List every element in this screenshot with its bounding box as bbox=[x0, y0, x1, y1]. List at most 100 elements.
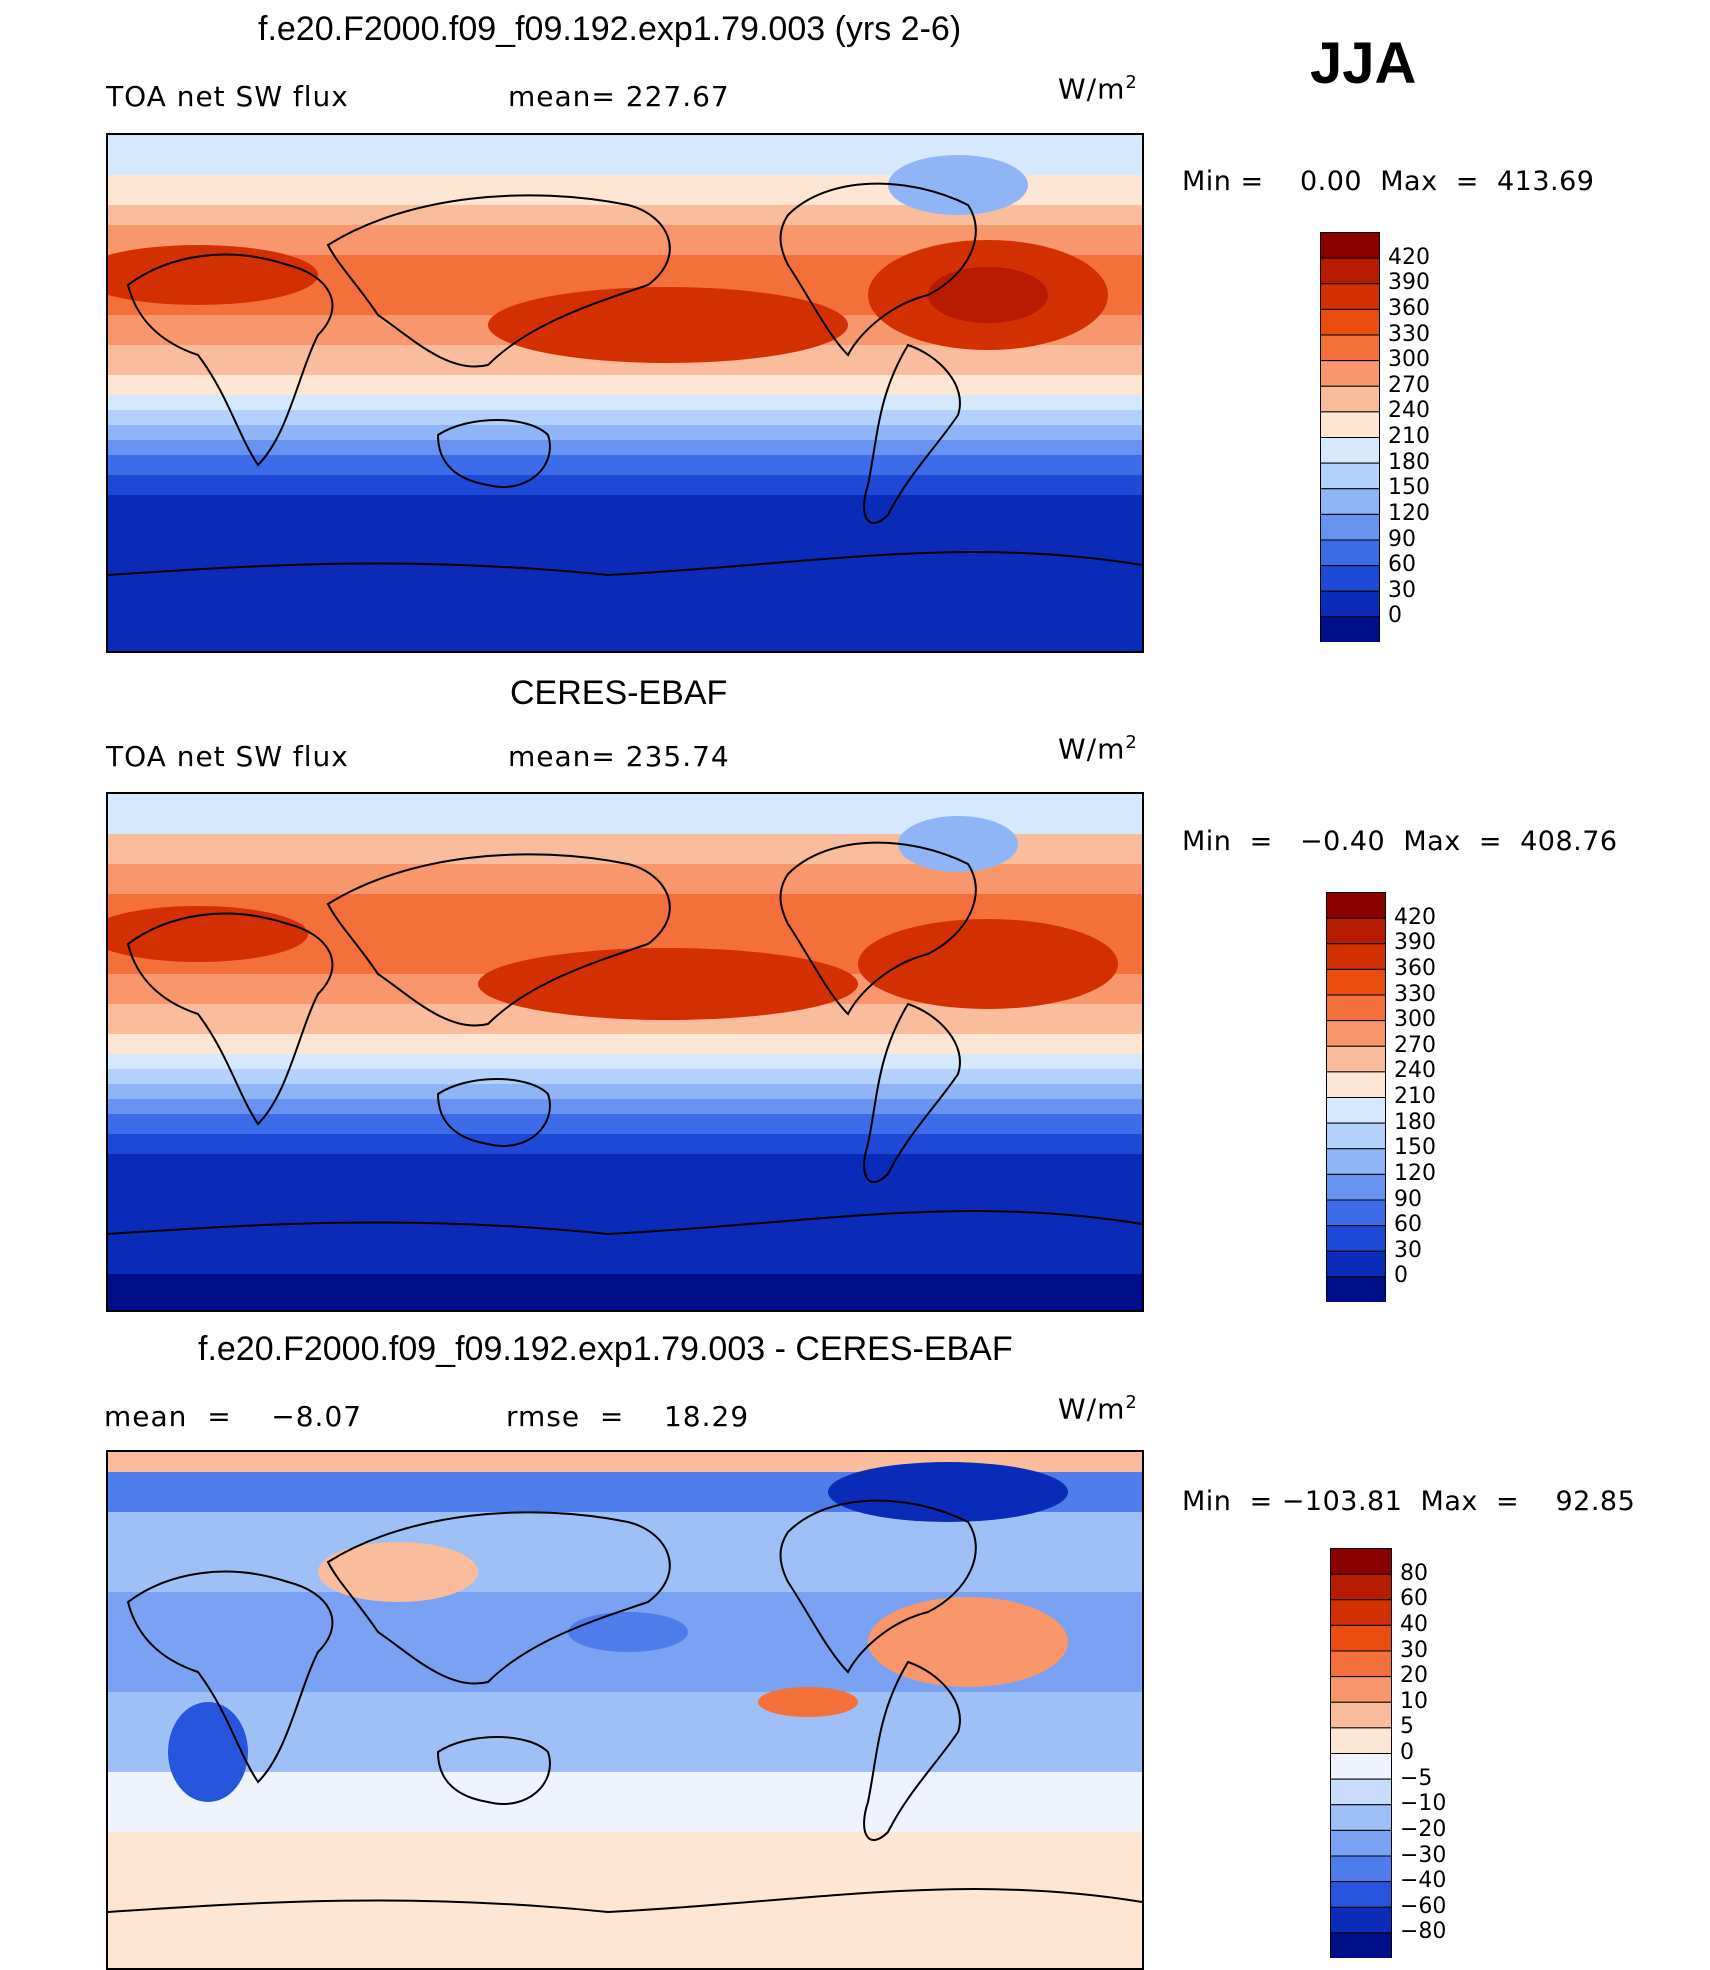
colorbar-tick-label: 0 bbox=[1400, 1740, 1414, 1765]
colorbar-swatch bbox=[1326, 1225, 1386, 1252]
colorbar-swatch bbox=[1320, 232, 1380, 259]
colorbar-tick-label: 60 bbox=[1400, 1586, 1428, 1612]
panel-1-variable-label: TOA net SW flux bbox=[106, 80, 349, 113]
colorbar-swatch bbox=[1320, 616, 1380, 643]
colorbar-swatch bbox=[1320, 462, 1380, 490]
colorbar-tick-label: 30 bbox=[1400, 1637, 1428, 1663]
colorbar-swatch bbox=[1320, 539, 1380, 567]
colorbar-tick-label: 90 bbox=[1394, 1186, 1422, 1212]
colorbar-tick-label: 420 bbox=[1388, 244, 1430, 270]
colorbar-tick-label: −80 bbox=[1400, 1919, 1447, 1945]
colorbar-swatch bbox=[1320, 590, 1380, 618]
colorbar-swatch bbox=[1320, 565, 1380, 592]
panel-3-mean-label: mean = −8.07 bbox=[104, 1400, 363, 1433]
colorbar-swatch bbox=[1320, 257, 1380, 285]
panel-2-mean-label: mean= 235.74 bbox=[508, 740, 730, 773]
colorbar-swatch bbox=[1330, 1727, 1392, 1754]
colorbar-tick-label: 150 bbox=[1394, 1135, 1436, 1161]
colorbar-tick-label: 360 bbox=[1388, 295, 1430, 321]
colorbar-tick-label: −30 bbox=[1400, 1842, 1447, 1868]
colorbar-tick-label: 10 bbox=[1400, 1688, 1428, 1714]
colorbar-tick-label: 30 bbox=[1388, 577, 1416, 603]
colorbar-swatch bbox=[1326, 1020, 1386, 1047]
colorbar-tick-label: 240 bbox=[1388, 398, 1430, 424]
panel-3-colorbar: 80 60 40 30 20 10 5 0 −5 −10 −20 −30 −40 −60 −80 bbox=[1330, 1548, 1446, 1959]
panel-2-field bbox=[108, 794, 1142, 1310]
colorbar-tick-label: 180 bbox=[1394, 1109, 1436, 1135]
panel-3-minmax: Min = −103.81 Max = 92.85 bbox=[1182, 1486, 1636, 1517]
colorbar-tick-label: 360 bbox=[1394, 955, 1436, 981]
colorbar-tick-label: −10 bbox=[1400, 1791, 1447, 1817]
colorbar-tick-label: 30 bbox=[1394, 1237, 1422, 1263]
colorbar-tick-label: 210 bbox=[1388, 424, 1430, 449]
colorbar-tick-label: 80 bbox=[1400, 1560, 1428, 1586]
colorbar-tick-label: 0 bbox=[1388, 603, 1402, 629]
panel-3-units: W/m2 bbox=[1058, 1392, 1138, 1426]
colorbar-swatch bbox=[1320, 385, 1380, 413]
colorbar-tick-label: 180 bbox=[1388, 449, 1430, 475]
panel-2-title: CERES-EBAF bbox=[510, 674, 728, 712]
colorbar-tick-label: 90 bbox=[1388, 526, 1416, 552]
colorbar-tick-label: 5 bbox=[1400, 1714, 1414, 1740]
colorbar-swatch bbox=[1326, 1071, 1386, 1098]
colorbar-swatch bbox=[1320, 488, 1380, 515]
colorbar-tick-label: 330 bbox=[1394, 981, 1436, 1007]
colorbar-swatches bbox=[1320, 232, 1380, 643]
colorbar-swatch bbox=[1330, 1855, 1392, 1883]
colorbar-swatch bbox=[1320, 437, 1380, 464]
panel-1-colorbar: 420 390 360 330 300 270 240 210 180 150 120 90 60 30 0 bbox=[1320, 232, 1430, 643]
colorbar-swatch bbox=[1330, 1624, 1392, 1652]
colorbar-tick-label: 40 bbox=[1400, 1611, 1428, 1637]
colorbar-swatch bbox=[1326, 1276, 1386, 1303]
colorbar-swatch bbox=[1330, 1599, 1392, 1626]
colorbar-swatch bbox=[1330, 1881, 1392, 1908]
panel-2-units: W/m2 bbox=[1058, 732, 1138, 766]
colorbar-tick-label: 420 bbox=[1394, 904, 1436, 930]
colorbar-swatch bbox=[1326, 943, 1386, 970]
season-label: JJA bbox=[1310, 31, 1417, 96]
panel-2-map bbox=[106, 792, 1144, 1312]
panel-1-units: W/m2 bbox=[1058, 72, 1138, 106]
colorbar-swatch bbox=[1326, 1148, 1386, 1175]
panel-1-title: f.e20.F2000.f09_f09.192.exp1.79.003 (yrs… bbox=[258, 10, 962, 48]
colorbar-swatches bbox=[1330, 1548, 1392, 1959]
colorbar-swatch bbox=[1330, 1701, 1392, 1729]
colorbar-swatch bbox=[1320, 360, 1380, 387]
colorbar-swatch bbox=[1326, 1199, 1386, 1227]
colorbar-swatch bbox=[1320, 513, 1380, 541]
colorbar-swatch bbox=[1326, 1122, 1386, 1150]
colorbar-swatch bbox=[1326, 1097, 1386, 1124]
colorbar-tick-label: −5 bbox=[1400, 1765, 1433, 1791]
colorbar-swatch bbox=[1330, 1676, 1392, 1703]
colorbar-tick-label: 300 bbox=[1394, 1007, 1436, 1033]
colorbar-tick-label: 120 bbox=[1394, 1160, 1436, 1186]
colorbar-swatch bbox=[1326, 1250, 1386, 1278]
colorbar-swatch bbox=[1330, 1753, 1392, 1780]
colorbar-swatch bbox=[1330, 1650, 1392, 1678]
colorbar-swatch bbox=[1330, 1829, 1392, 1857]
colorbar-tick-label: −40 bbox=[1400, 1868, 1447, 1894]
colorbar-tick-label: 240 bbox=[1394, 1058, 1436, 1084]
colorbar-swatch bbox=[1326, 994, 1386, 1022]
panel-3-field bbox=[108, 1452, 1142, 1968]
colorbar-tick-label: 0 bbox=[1394, 1263, 1408, 1289]
colorbar-swatch bbox=[1320, 308, 1380, 336]
panel-1-map bbox=[106, 133, 1144, 653]
colorbar-tick-label: 210 bbox=[1394, 1084, 1436, 1109]
colorbar-swatches bbox=[1326, 892, 1386, 1303]
colorbar-swatch bbox=[1330, 1548, 1392, 1575]
panel-3-map bbox=[106, 1450, 1144, 1970]
panel-3-rmse-label: rmse = 18.29 bbox=[506, 1400, 750, 1433]
panel-1-field bbox=[108, 135, 1142, 651]
colorbar-swatch bbox=[1320, 334, 1380, 362]
colorbar-tick-label: 300 bbox=[1388, 347, 1430, 373]
colorbar-tick-label: 270 bbox=[1388, 372, 1430, 398]
colorbar-tick-label: 330 bbox=[1388, 321, 1430, 347]
colorbar-swatch bbox=[1330, 1932, 1392, 1959]
colorbar-swatch bbox=[1320, 283, 1380, 310]
colorbar-tick-label: 390 bbox=[1394, 930, 1436, 956]
panel-1-mean-label: mean= 227.67 bbox=[508, 80, 730, 113]
colorbar-tick-label: −60 bbox=[1400, 1893, 1447, 1919]
colorbar-tick-label: 150 bbox=[1388, 475, 1430, 501]
panel-1-minmax: Min = 0.00 Max = 413.69 bbox=[1182, 166, 1595, 197]
